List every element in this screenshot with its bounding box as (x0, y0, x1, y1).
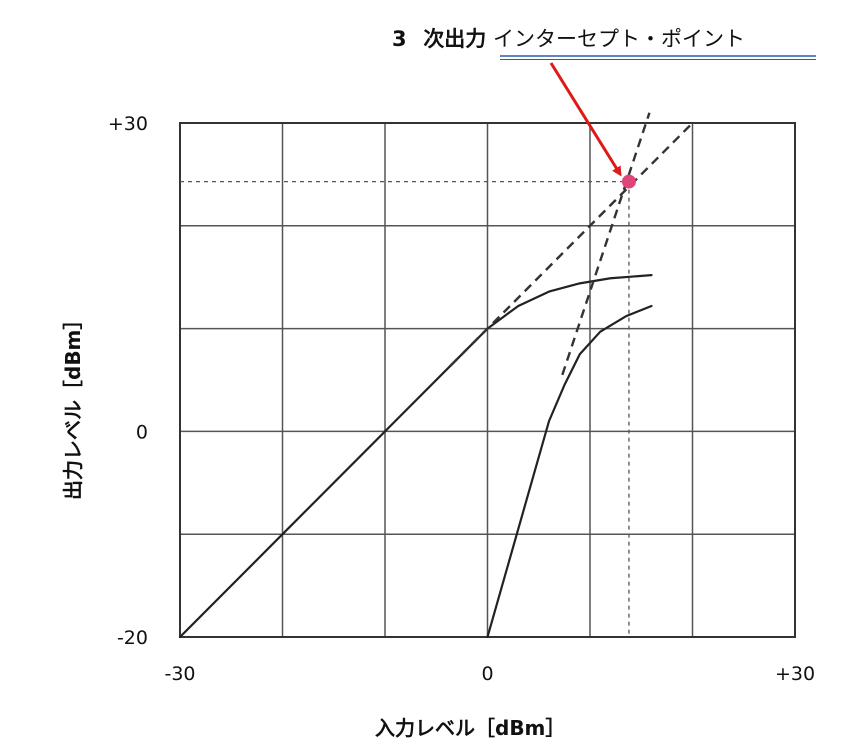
series-line-3-dashed (449, 122, 694, 367)
series-line-1-solid (178, 274, 653, 639)
annotation-bold-text: 次出力 (423, 27, 486, 51)
series-line-4-dashed (561, 112, 651, 376)
intercept-point-marker (621, 174, 636, 189)
intercept-marker-group (621, 174, 636, 189)
tick-labels: -30 0 +30 +30 0 -20 (108, 113, 815, 685)
x-tick-label: +30 (775, 663, 815, 685)
annotation-title: 3 次出力 インターセプト・ポイント (392, 27, 745, 51)
x-tick-label: -30 (164, 663, 195, 685)
grid (180, 123, 795, 637)
x-tick-label: 0 (481, 663, 493, 685)
y-tick-label: +30 (108, 113, 148, 135)
series-group (178, 112, 694, 639)
annotation-prefix: 3 (392, 27, 407, 51)
annotation-underlined-text: インターセプト・ポイント (493, 27, 745, 51)
x-axis-label: 入力レベル［dBm］ (375, 716, 565, 740)
annotation-arrow (549, 62, 622, 177)
y-axis-label: 出力レベル［dBm］ (61, 310, 85, 500)
y-tick-label: -20 (117, 627, 148, 649)
series-line-2-solid (486, 304, 653, 639)
y-tick-label: 0 (136, 421, 148, 443)
